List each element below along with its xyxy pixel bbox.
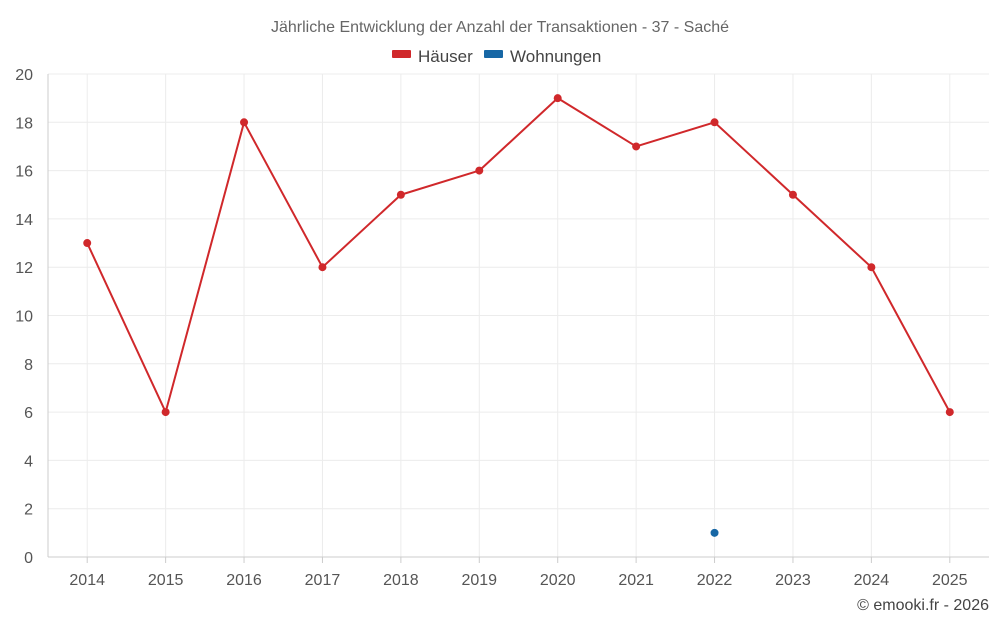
legend-swatch-haeuser[interactable] — [392, 50, 411, 58]
y-axis-labels: 0 2 4 6 8 10 12 14 16 18 20 — [15, 67, 33, 567]
legend-swatch-wohnungen[interactable] — [484, 50, 503, 58]
x-tick-label: 2014 — [69, 572, 105, 589]
x-tick-label: 2023 — [775, 572, 811, 589]
data-point-haeuser[interactable] — [396, 190, 405, 199]
legend-label-haeuser[interactable]: Häuser — [418, 47, 473, 66]
copyright-footer: © emooki.fr - 2026 — [857, 597, 989, 614]
data-point-haeuser[interactable] — [161, 408, 170, 417]
data-point-haeuser[interactable] — [632, 142, 641, 151]
y-tick-label: 16 — [15, 164, 33, 181]
y-tick-label: 2 — [24, 502, 33, 519]
data-point-haeuser[interactable] — [240, 118, 249, 127]
x-tick-label: 2016 — [226, 572, 262, 589]
grid — [48, 73, 989, 557]
data-point-haeuser[interactable] — [867, 263, 876, 272]
series-line-haeuser — [86, 97, 951, 414]
data-point-haeuser[interactable] — [788, 190, 797, 199]
legend[interactable]: Häuser Wohnungen — [392, 47, 601, 66]
data-point-haeuser[interactable] — [710, 118, 719, 127]
data-point-haeuser[interactable] — [318, 263, 327, 272]
data-point-haeuser[interactable] — [945, 408, 954, 417]
x-tick-label: 2024 — [854, 572, 890, 589]
x-tick-label: 2019 — [461, 572, 497, 589]
y-tick-label: 8 — [24, 357, 33, 374]
data-point-haeuser[interactable] — [83, 239, 92, 248]
data-point-haeuser[interactable] — [553, 94, 562, 103]
x-tick-label: 2025 — [932, 572, 968, 589]
x-tick-label: 2018 — [383, 572, 419, 589]
y-tick-label: 12 — [15, 260, 33, 277]
y-tick-label: 18 — [15, 115, 33, 132]
y-tick-label: 10 — [15, 309, 33, 326]
chart-title: Jährliche Entwicklung der Anzahl der Tra… — [271, 19, 729, 36]
x-tick-label: 2022 — [697, 572, 733, 589]
series-layer — [83, 94, 954, 537]
x-tick-label: 2020 — [540, 572, 576, 589]
y-tick-label: 20 — [15, 67, 33, 84]
y-tick-label: 4 — [24, 453, 33, 470]
x-tick-label: 2021 — [618, 572, 654, 589]
x-tick-label: 2015 — [148, 572, 184, 589]
y-tick-label: 14 — [15, 212, 33, 229]
axes — [47, 74, 989, 563]
legend-label-wohnungen[interactable]: Wohnungen — [510, 47, 601, 66]
x-axis-labels: 2014 2015 2016 2017 2018 2019 2020 2021 2022 2023… — [69, 572, 967, 589]
y-tick-label: 6 — [24, 405, 33, 422]
x-tick-label: 2017 — [305, 572, 341, 589]
data-point-haeuser[interactable] — [475, 166, 484, 175]
data-point-wohnungen[interactable] — [710, 528, 719, 537]
y-tick-label: 0 — [24, 550, 33, 567]
